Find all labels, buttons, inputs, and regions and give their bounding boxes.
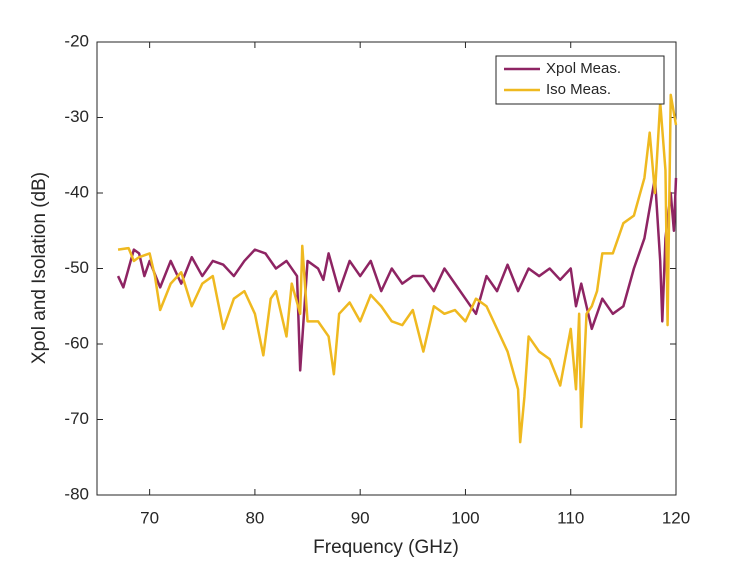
y-tick-label: -20 bbox=[64, 31, 89, 50]
plot-frame bbox=[96, 41, 677, 496]
y-tick-label: -30 bbox=[64, 107, 89, 126]
legend-box bbox=[495, 55, 665, 105]
x-tick-label: 110 bbox=[557, 508, 584, 527]
y-tick-label: -40 bbox=[64, 182, 89, 201]
x-axis-label: Frequency (GHz) bbox=[313, 537, 459, 558]
x-tick-label: 80 bbox=[245, 508, 264, 527]
x-tick-label: 120 bbox=[662, 508, 690, 527]
legend-label: Xpol Meas. bbox=[546, 60, 621, 77]
x-tick-label: 90 bbox=[351, 508, 370, 527]
x-tick-label: 70 bbox=[140, 508, 159, 527]
y-tick-label: -80 bbox=[64, 484, 89, 503]
x-tick-label: 100 bbox=[451, 508, 479, 527]
y-tick-label: -50 bbox=[64, 258, 89, 277]
y-tick-label: -70 bbox=[64, 409, 89, 428]
y-tick-label: -60 bbox=[64, 333, 89, 352]
series-line bbox=[117, 93, 678, 444]
y-axis-label: Xpol and Isolation (dB) bbox=[29, 172, 50, 364]
legend-label: Iso Meas. bbox=[546, 81, 611, 98]
series-line bbox=[116, 176, 678, 372]
